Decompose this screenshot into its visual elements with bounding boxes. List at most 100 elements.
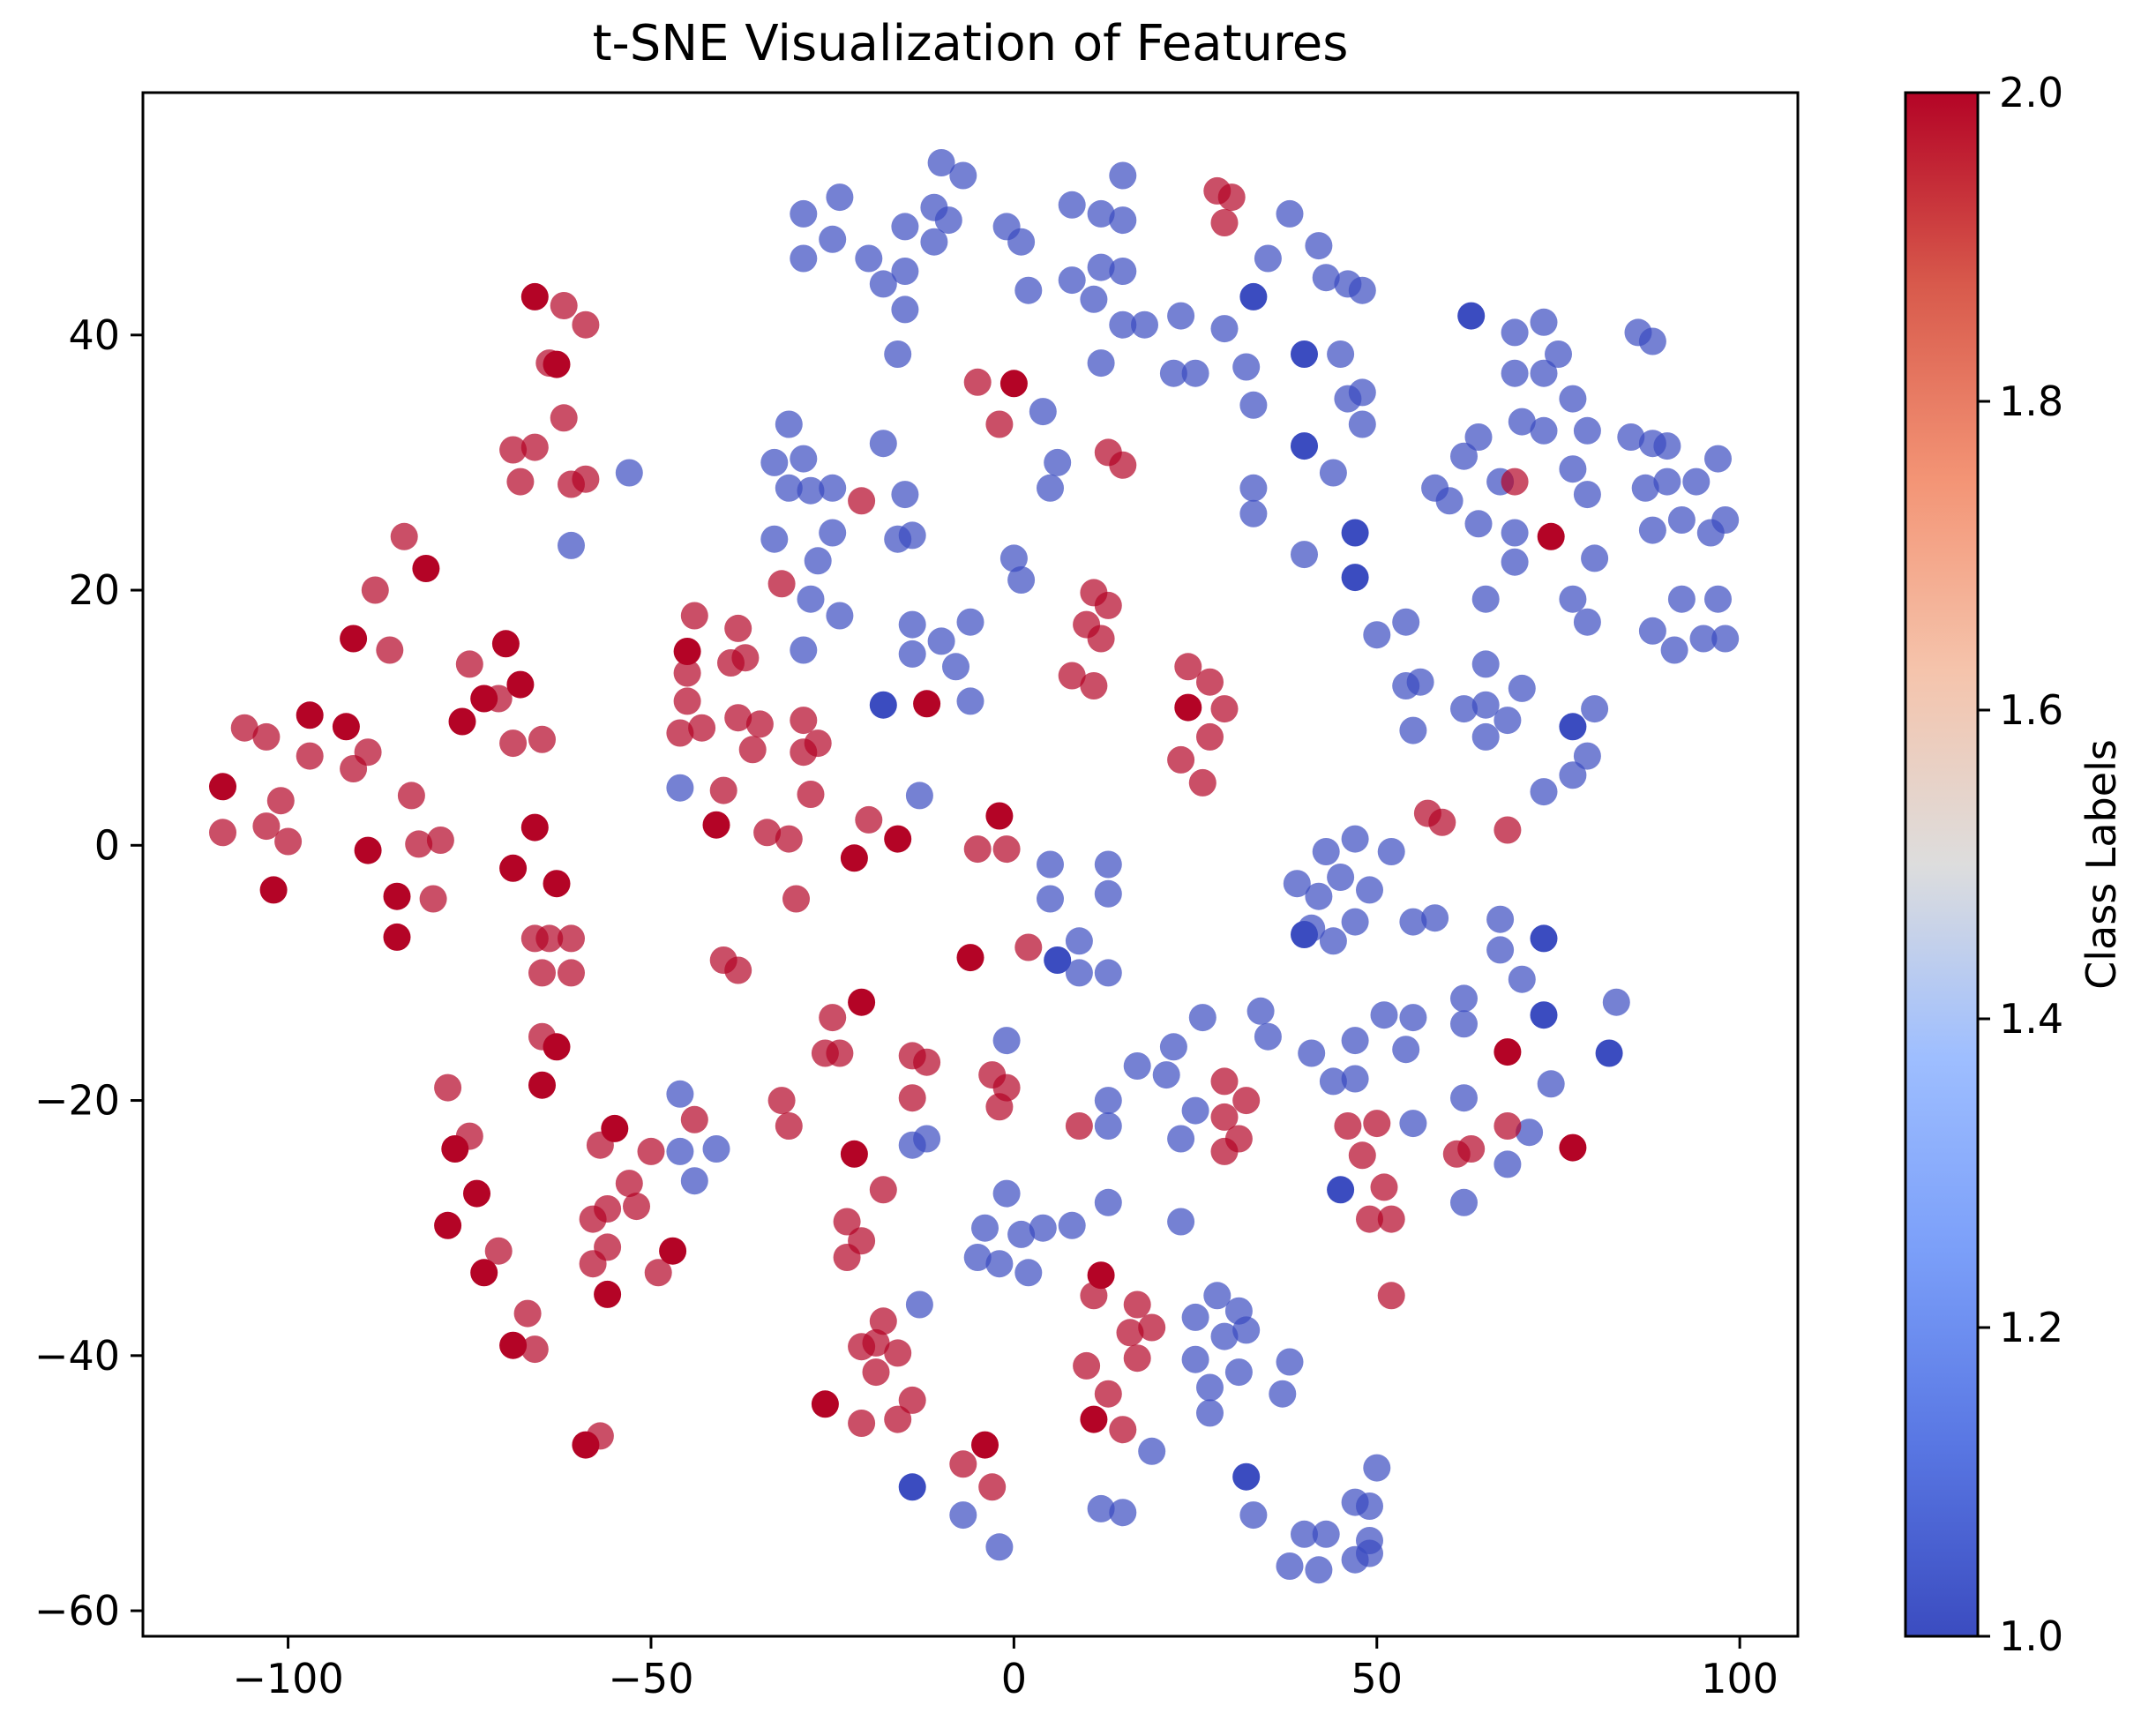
scatter-point-class1-0-81: [1508, 674, 1536, 702]
scatter-point-class1-0-171: [1065, 959, 1093, 987]
chart-title: t-SNE Visualization of Features: [593, 15, 1349, 72]
scatter-point-class1-0-181: [1188, 1004, 1216, 1032]
scatter-point-class2-2-51: [673, 659, 701, 687]
x-tick-label: 100: [1701, 1655, 1778, 1702]
scatter-point-class1-0-175: [992, 1027, 1021, 1055]
scatter-point-class1-0-33: [1232, 353, 1261, 381]
scatter-point-class1-0-165: [1493, 1150, 1522, 1178]
scatter-point-class1-0-34: [1254, 244, 1282, 273]
scatter-point-class1-0-136: [666, 774, 694, 802]
scatter-point-class2-2-62: [767, 570, 796, 598]
scatter-point-class2-2-125: [1094, 1380, 1122, 1408]
scatter-point-class1-0-227: [1087, 1494, 1115, 1522]
scatter-point-class2-2-71: [855, 805, 883, 834]
scatter-point-class2-2-26: [405, 830, 433, 858]
scatter-point-class2-3-17: [543, 870, 571, 898]
scatter-point-class1-0-70: [1573, 481, 1601, 509]
scatter-point-class2-2-140: [1370, 1173, 1398, 1201]
scatter-point-class1-0-103: [1660, 636, 1688, 664]
scatter-point-class1-0-193: [1014, 1259, 1043, 1287]
scatter-point-class2-2-100: [978, 1473, 1007, 1501]
scatter-point-class1-0-111: [819, 474, 847, 502]
scatter-point-class1-0-73: [1573, 608, 1601, 636]
scatter-point-class2-2-104: [985, 410, 1014, 438]
scatter-point-class1-0-86: [1581, 695, 1609, 723]
scatter-point-class1-0-135: [558, 531, 585, 559]
scatter-point-class2-2-80: [869, 1176, 897, 1204]
scatter-point-class1-0-143: [1377, 838, 1405, 865]
scatter-point-class1-0-29: [1087, 349, 1115, 378]
x-tick-label: 50: [1351, 1655, 1403, 1702]
scatter-point-class1-0-17: [1014, 276, 1043, 304]
scatter-point-class2-2-89: [848, 1410, 876, 1437]
scatter-point-class1-0-76: [1471, 585, 1500, 613]
scatter-point-class1-0-173: [1094, 879, 1122, 908]
scatter-point-class1-0-99: [1711, 506, 1740, 534]
scatter-point-class1-0-49: [1392, 608, 1420, 636]
scatter-point-class1-0-123: [898, 640, 926, 668]
scatter-point-class1-0-110: [797, 476, 825, 505]
scatter-point-class2-2-81: [833, 1208, 861, 1236]
y-tick-label: 0: [94, 821, 120, 869]
scatter-point-class1-0-54: [1464, 423, 1493, 451]
scatter-point-class1-0-118: [826, 602, 854, 630]
scatter-point-class1-0-215: [1269, 1380, 1297, 1408]
scatter-point-class1-0-77: [1471, 650, 1500, 678]
colorbar-tick-label: 1.2: [1999, 1304, 2063, 1351]
scatter-point-class2-3-43: [1080, 1405, 1108, 1433]
scatter-point-class2-3-36: [913, 690, 941, 718]
scatter-point-class1-0-157: [1450, 984, 1478, 1013]
scatter-point-class2-2-14: [528, 725, 556, 753]
y-tick-label: 20: [68, 566, 120, 614]
scatter-point-class1-0-32: [1210, 315, 1239, 343]
scatter-point-class1-0-220: [1312, 1520, 1340, 1548]
scatter-point-class1-0-217: [1276, 1552, 1304, 1580]
scatter-point-class2-3-10: [209, 773, 236, 801]
scatter-point-class1-0-94: [1653, 468, 1681, 496]
scatter-point-class1-0-7: [891, 213, 919, 241]
scatter-point-class1-0-88: [1638, 327, 1666, 355]
scatter-point-class1-0-58: [1501, 519, 1529, 547]
scatter-point-class1-0-117: [797, 585, 825, 613]
scatter-point-class1-0-170: [1065, 927, 1093, 955]
scatter-point-class1-0-11: [949, 161, 977, 190]
scatter-point-class2-3-35: [811, 1390, 839, 1418]
scatter-point-class2-2-16: [230, 714, 258, 742]
x-tick-label: −100: [232, 1655, 343, 1702]
scatter-point-class1-0-145: [1319, 927, 1347, 955]
x-tick-label: −50: [608, 1655, 693, 1702]
scatter-point-class2-2-77: [819, 1004, 847, 1032]
scatter-point-class1-0-204: [702, 1135, 730, 1163]
scatter-point-class1-0-100: [1667, 585, 1696, 613]
scatter-point-class2-2-106: [1109, 451, 1137, 479]
scatter-point-class2-2-122: [1065, 1112, 1093, 1140]
scatter-point-class1-0-95: [1667, 506, 1696, 534]
y-tick-label: −60: [34, 1587, 120, 1634]
scatter-point-class2-3-13: [383, 882, 411, 910]
scatter-point-class1-0-5: [869, 270, 897, 298]
scatter-point-class2-2-130: [1123, 1344, 1151, 1373]
scatter-point-class2-2-3: [550, 404, 578, 432]
scatter-point-class2-2-20: [354, 738, 382, 767]
scatter-point-class1-0-25: [1080, 285, 1108, 313]
scatter-point-class1-0-41: [1239, 474, 1268, 502]
scatter-point-class1-0-140: [1327, 864, 1355, 891]
scatter-point-class1-0-149: [1370, 1001, 1398, 1029]
scatter-point-class2-2-25: [209, 819, 236, 847]
scatter-point-class2-3-23: [470, 1259, 498, 1287]
scatter-point-class1-0-163: [1450, 1084, 1478, 1112]
scatter-point-class1-0-194: [985, 1250, 1014, 1278]
scatter-point-class2-2-59: [724, 704, 752, 732]
scatter-point-class1-1-15: [1232, 1462, 1261, 1491]
scatter-point-class1-0-188: [992, 1179, 1021, 1208]
y-tick-label: −20: [34, 1077, 120, 1125]
scatter-point-class1-0-60: [1508, 408, 1536, 436]
scatter-point-class2-2-139: [1356, 1205, 1383, 1233]
scatter-point-class2-2-101: [884, 1405, 912, 1433]
scatter-point-class1-0-121: [884, 525, 912, 553]
scatter-point-class2-2-24: [274, 827, 303, 856]
scatter-point-class1-1-7: [869, 691, 897, 719]
scatter-point-class2-2-38: [615, 1170, 643, 1198]
scatter-point-class2-3-9: [332, 713, 360, 741]
scatter-point-class2-2-12: [455, 650, 483, 678]
